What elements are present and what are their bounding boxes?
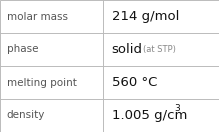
Text: density: density <box>7 110 45 121</box>
Text: 214 g/mol: 214 g/mol <box>112 10 179 23</box>
Text: melting point: melting point <box>7 77 76 88</box>
Text: molar mass: molar mass <box>7 11 68 22</box>
Text: solid: solid <box>112 43 143 56</box>
Text: 3: 3 <box>174 104 180 113</box>
Text: 560 °C: 560 °C <box>112 76 157 89</box>
Text: 1.005 g/cm: 1.005 g/cm <box>112 109 187 122</box>
Text: phase: phase <box>7 44 38 55</box>
Text: (at STP): (at STP) <box>143 45 176 54</box>
